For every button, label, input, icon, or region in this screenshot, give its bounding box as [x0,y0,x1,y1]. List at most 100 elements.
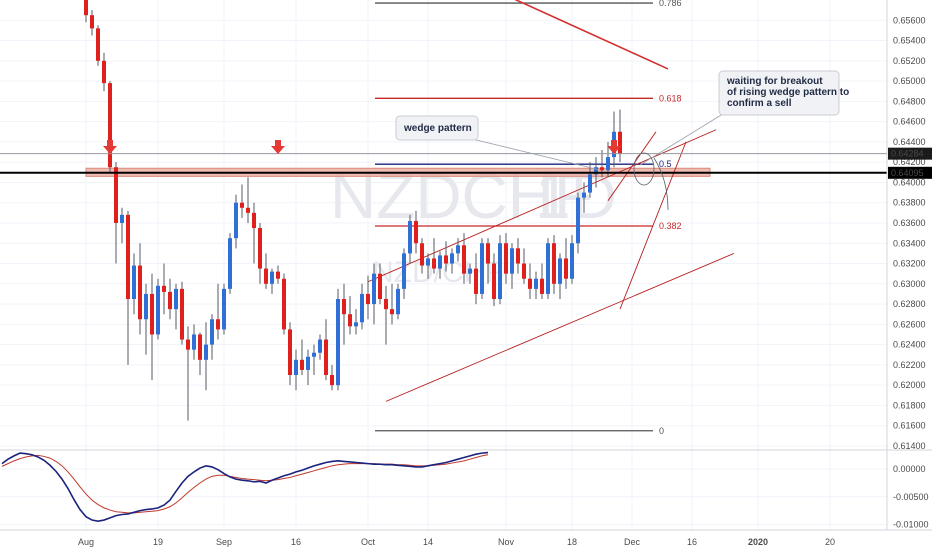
wedge-callout-box[interactable] [395,115,479,141]
candle-body [330,375,334,386]
candle-body [432,258,436,269]
candle-body [294,359,298,376]
candle-body [504,243,508,274]
candle-body [492,263,496,299]
candle-body [120,214,124,223]
price-tick-label: 0.63800 [893,198,926,208]
sell-arrow-icon [271,140,285,154]
candle-body [390,309,394,315]
candle-body [90,15,94,29]
candle-body [336,298,340,386]
price-badge-label: 0.64284 [891,149,924,159]
candle-body [564,258,568,279]
trendline-channel-lower[interactable] [385,252,735,402]
candle-body [552,243,556,284]
candle-body [420,243,424,266]
candle-body [480,243,484,294]
oscillator-pane [0,449,932,522]
candle-body [318,339,322,353]
grid [0,0,887,530]
fib-level-label: 0.382 [659,221,682,231]
trendline-channel-upper[interactable] [367,129,717,283]
candle-body [240,202,244,208]
candle-body [600,167,604,171]
candle-body [216,319,220,330]
candle-body [570,243,574,279]
candle-body [210,319,214,345]
candle-body [474,268,478,294]
price-badge-label: 0.64095 [891,168,924,178]
time-tick-label: Dec [624,537,641,547]
price-axis[interactable]: 0.65600 0.65400 0.65200 0.65000 0.64800 0.646… [886,0,932,530]
time-tick-label: Nov [498,537,515,547]
candle-body [288,329,292,376]
horizontal-levels[interactable] [0,153,887,174]
time-tick-label: 2020 [748,537,768,547]
candle-body [618,131,622,155]
price-tick-label: 0.65000 [893,76,926,86]
sell-arrow-icon [607,140,621,154]
price-tick-label: 0.62800 [893,299,926,309]
price-tick-label: 0.61800 [893,400,926,410]
candle-body [588,174,592,193]
macd-line [1,451,489,522]
time-tick-label: 20 [825,537,835,547]
sell-callout-line: of rising wedge pattern to [727,87,849,98]
fib-level-label: 0.786 [659,0,682,8]
candle-body [180,288,184,340]
time-tick-label: Aug [78,537,94,547]
candle-body [342,298,346,315]
fib-level-label: 0.5 [659,159,672,169]
candle-body [108,83,112,168]
candle-body [276,271,280,279]
callout-pointer [467,137,601,171]
candle-body [144,293,148,320]
time-tick-label: 16 [291,537,301,547]
time-tick-label: 19 [153,537,163,547]
candle-body [408,220,412,254]
candle-body [222,288,226,330]
candle-body [270,271,274,284]
trendline-ma-200[interactable] [494,0,669,70]
candle-body [312,352,316,357]
candle-body [540,278,544,294]
candle-body [426,258,430,266]
price-tick-label: 0.64600 [893,117,926,127]
trendline-wedge-lower[interactable] [619,141,687,310]
candle-body [186,339,190,350]
candle-body [234,202,238,239]
trendline-wedge-upper[interactable] [607,131,657,201]
candle-body [546,243,550,294]
candle-body [150,293,154,335]
candle-body [594,167,598,175]
candle-body [324,339,328,376]
price-badge [888,166,932,179]
candle-body [468,268,472,274]
candle-body [138,265,142,320]
candle-body [510,248,514,274]
candle-body [414,220,418,244]
candle-body [576,197,580,244]
price-tick-label: 0.65400 [893,36,926,46]
time-axis[interactable]: 15Aug19Sep16Oct14Nov18Dec16202020 [0,529,932,547]
candle-body [162,285,166,292]
fib-level-label: 0 [659,426,664,436]
candle-body [102,60,106,84]
candle-body [300,359,304,370]
candle-body [192,334,196,350]
candle-body [516,248,520,264]
candle-body [168,291,172,310]
candle-body [228,238,232,289]
time-tick-label: 14 [423,537,433,547]
price-tick-label: 0.62600 [893,319,926,329]
trendlines[interactable] [367,0,735,402]
price-tick-label: 0.64000 [893,177,926,187]
price-tick-label: 0.63000 [893,279,926,289]
candle-body [348,314,352,327]
candle-body [84,0,88,16]
sell-callout-box[interactable] [718,70,840,116]
candle-body [204,344,208,360]
candle-body [246,207,250,213]
